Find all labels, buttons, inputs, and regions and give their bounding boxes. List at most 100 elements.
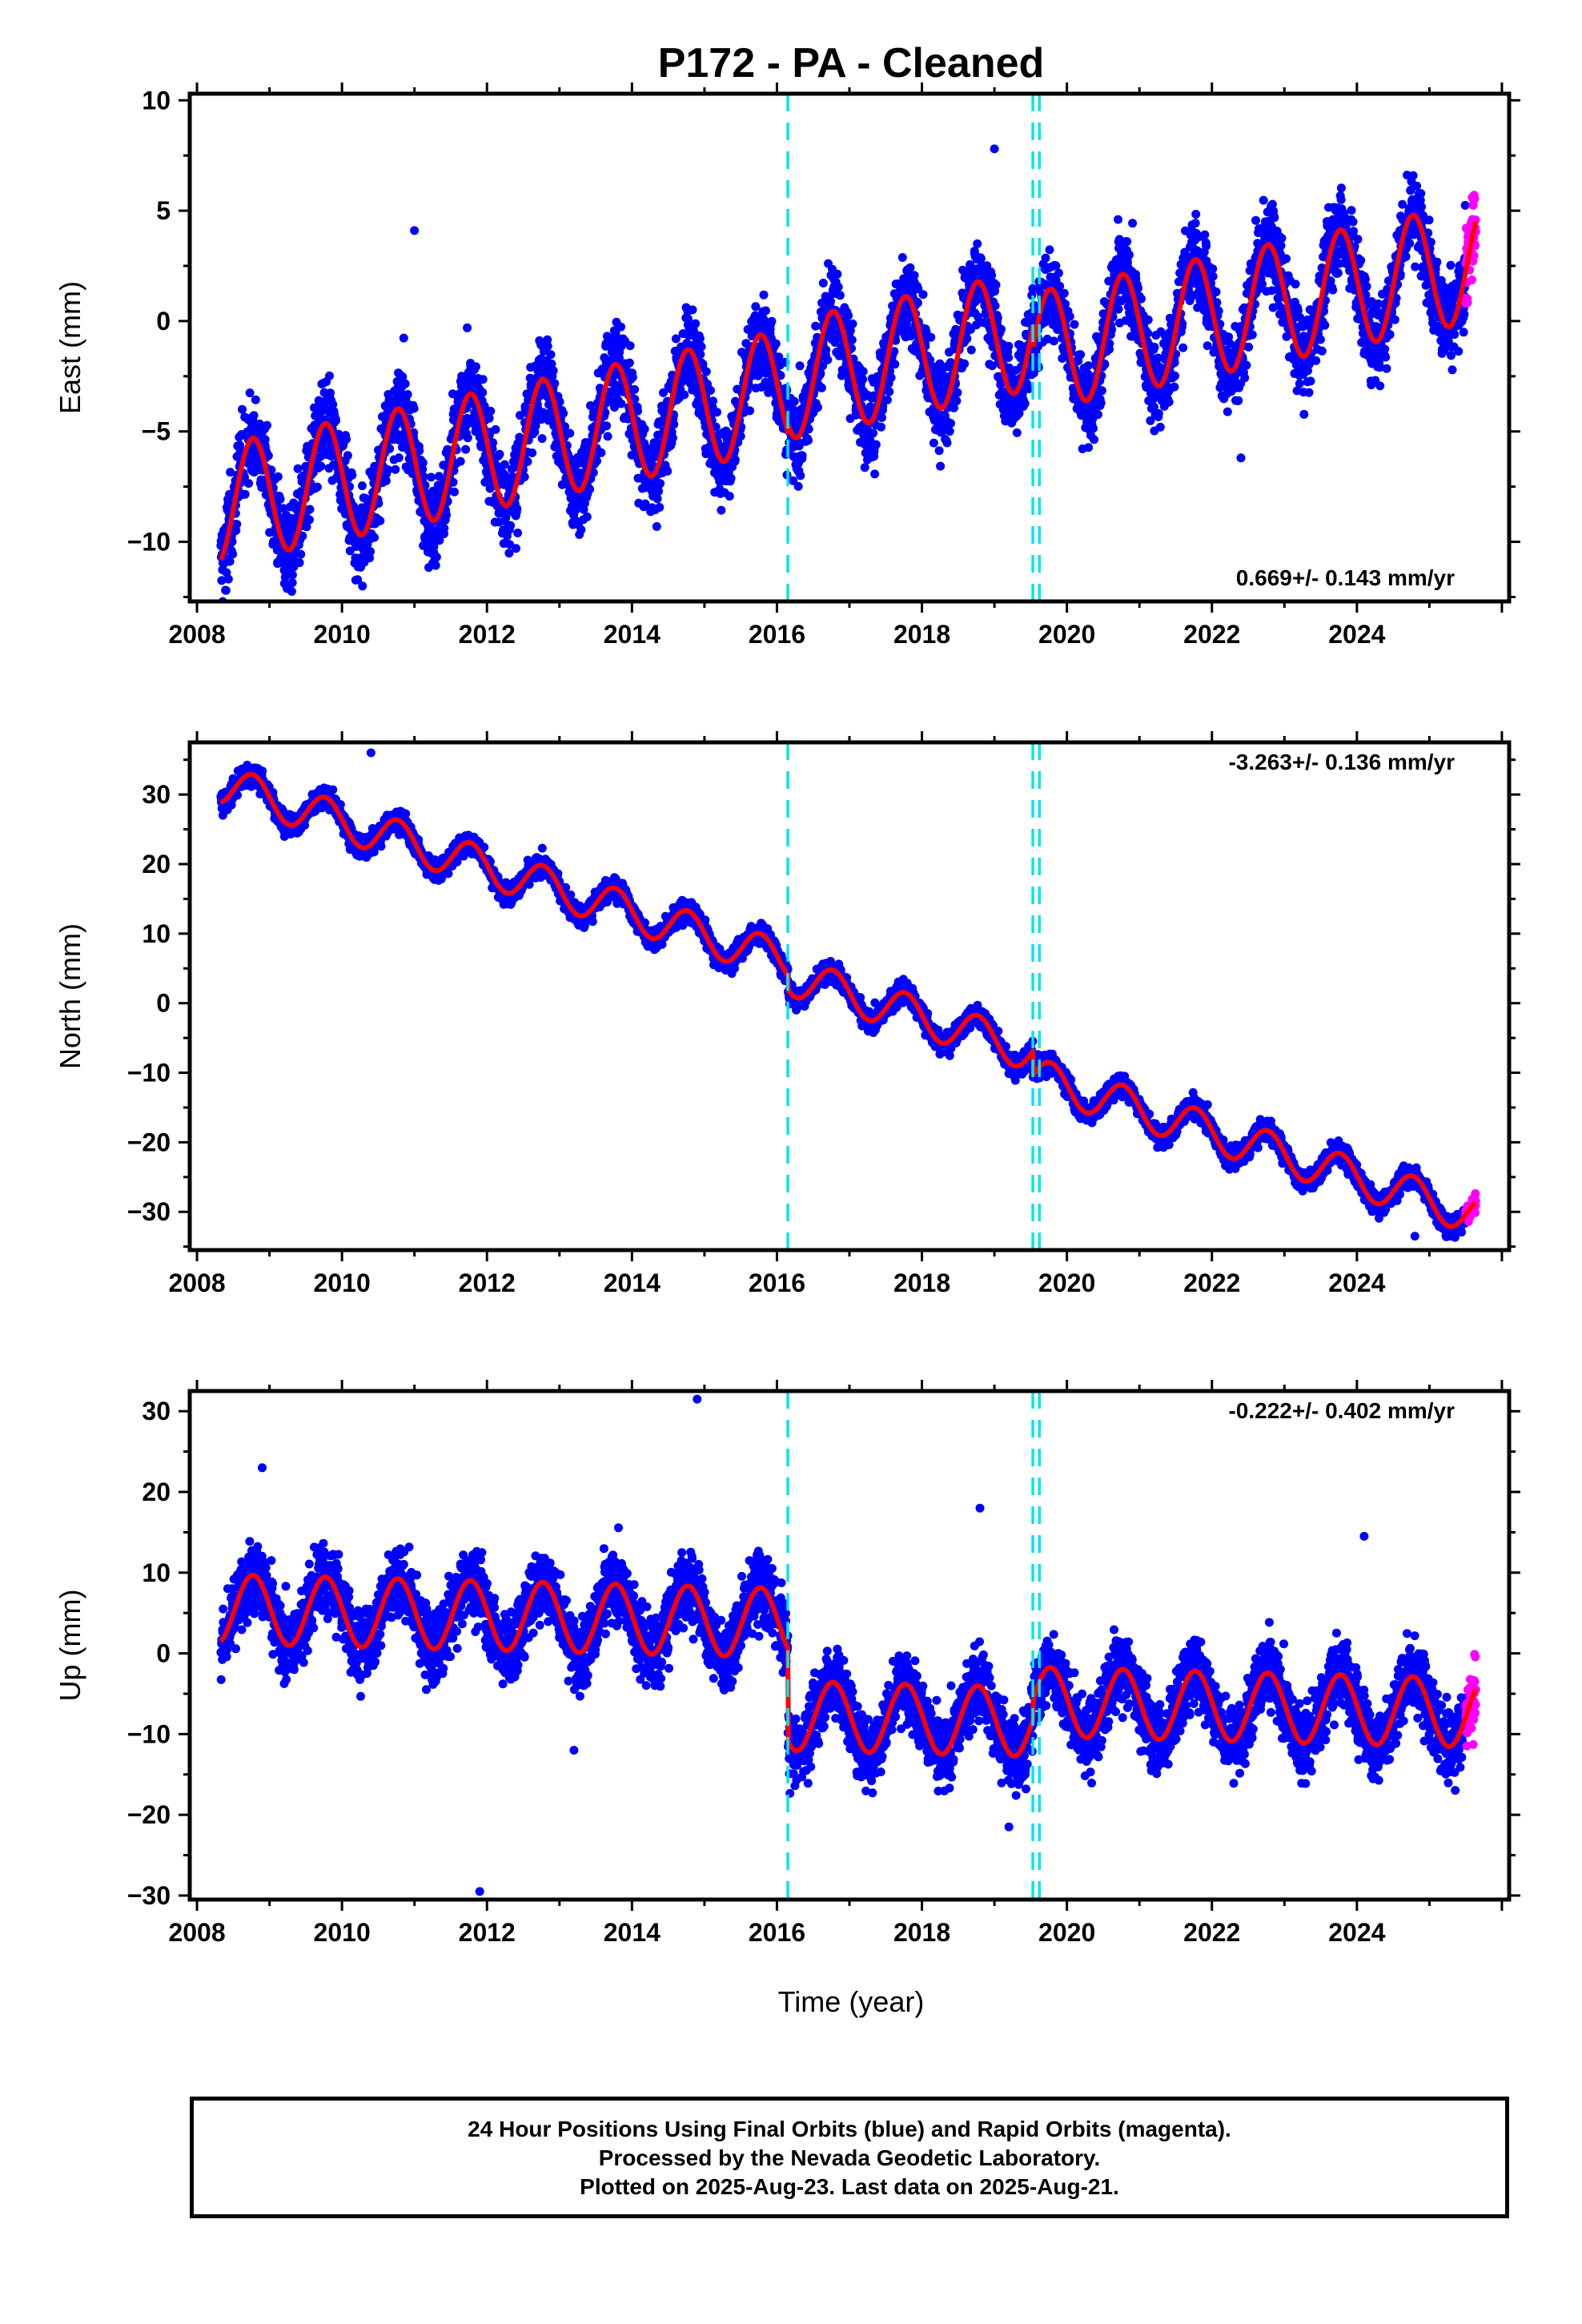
final-orbit-point: [1012, 428, 1022, 437]
final-orbit-point: [293, 464, 303, 473]
final-orbit-point: [696, 350, 705, 359]
final-orbit-point: [1320, 320, 1330, 330]
final-orbit-point: [432, 553, 441, 562]
final-orbit-point: [730, 455, 740, 464]
final-orbit-point: [500, 460, 509, 469]
final-orbit-point: [1336, 183, 1346, 193]
final-orbit-point: [463, 433, 472, 443]
final-orbit-point: [245, 388, 255, 398]
final-orbit-point: [328, 400, 338, 409]
final-orbit-point: [1020, 399, 1030, 408]
final-orbit-point: [684, 314, 693, 324]
final-orbit-point: [759, 290, 769, 300]
final-orbit-point: [818, 361, 828, 371]
final-orbit-point: [776, 371, 785, 380]
final-orbit-point: [263, 420, 271, 430]
final-orbit-point: [698, 360, 708, 368]
final-orbit-point: [456, 456, 465, 466]
final-orbit-point: [555, 397, 564, 407]
final-orbit-point: [585, 485, 595, 494]
final-orbit-point: [550, 379, 560, 388]
final-orbit-point: [1191, 210, 1201, 219]
final-orbit-point: [816, 368, 825, 378]
final-orbit-point: [909, 271, 919, 280]
final-orbit-point: [588, 468, 598, 477]
final-orbit-point: [325, 371, 334, 380]
final-orbit-point: [537, 434, 547, 444]
final-orbit-point: [945, 427, 954, 436]
final-orbit-point: [1251, 215, 1260, 225]
final-orbit-point: [431, 561, 440, 570]
final-orbit-point: [592, 456, 601, 466]
final-orbit-point: [461, 444, 471, 454]
final-orbit-point: [223, 574, 233, 584]
final-orbit-point: [302, 522, 311, 532]
final-orbit-point: [448, 477, 458, 487]
final-orbit-point: [706, 386, 715, 395]
final-orbit-point: [501, 513, 511, 522]
final-orbit-point: [488, 438, 498, 448]
final-orbit-point: [858, 367, 868, 376]
final-orbit-point: [235, 440, 244, 450]
final-orbit-point: [1317, 346, 1327, 356]
final-orbit-point: [1122, 237, 1132, 247]
final-orbit-point: [463, 323, 472, 332]
final-orbit-point: [1223, 407, 1232, 416]
final-orbit-point: [1244, 342, 1254, 352]
final-orbit-point: [897, 253, 907, 262]
final-orbit-point: [652, 522, 661, 531]
final-orbit-point: [478, 375, 488, 384]
final-orbit-point: [751, 302, 761, 312]
final-orbit-point: [305, 505, 315, 514]
final-orbit-point: [357, 481, 367, 491]
final-orbit-point: [794, 441, 804, 451]
final-orbit-point: [918, 290, 928, 300]
final-orbit-point: [1295, 379, 1304, 388]
final-orbit-point: [813, 403, 822, 412]
final-orbit-point: [796, 471, 805, 480]
final-orbit-point: [1143, 315, 1153, 324]
final-orbit-point: [399, 333, 408, 343]
final-orbit-point: [305, 515, 314, 525]
final-orbit-point: [528, 448, 537, 457]
final-orbit-point: [671, 334, 681, 344]
final-orbit-point: [287, 578, 297, 588]
final-orbit-point: [793, 481, 803, 491]
final-orbit-point: [484, 413, 494, 423]
final-orbit-point: [656, 479, 665, 489]
final-orbit-point: [858, 375, 868, 384]
final-orbit-point: [1155, 422, 1165, 432]
final-orbit-point: [226, 468, 235, 477]
final-orbit-point: [418, 464, 428, 474]
final-orbit-point: [717, 505, 726, 515]
final-orbit-point: [391, 464, 400, 474]
final-orbit-point: [1200, 230, 1210, 239]
final-orbit-point: [625, 341, 635, 351]
final-orbit-point: [1234, 396, 1243, 405]
final-orbit-point: [616, 322, 625, 332]
final-orbit-point: [680, 390, 689, 400]
final-orbit-point: [383, 465, 393, 475]
final-orbit-point: [353, 575, 363, 585]
final-orbit-point: [512, 504, 522, 513]
final-orbit-point: [1134, 283, 1142, 293]
data-points: [216, 144, 1480, 601]
final-orbit-point: [435, 536, 444, 545]
final-orbit-point: [877, 422, 885, 432]
final-orbit-point: [228, 549, 238, 559]
final-orbit-point: [1315, 335, 1325, 344]
final-orbit-point: [905, 263, 915, 272]
final-orbit-point: [701, 367, 711, 376]
final-orbit-point: [616, 399, 626, 408]
final-orbit-point: [1208, 264, 1218, 274]
final-orbit-point: [1170, 382, 1179, 392]
final-orbit-point: [217, 576, 227, 585]
final-orbit-point: [789, 396, 799, 406]
final-orbit-point: [870, 469, 880, 479]
final-orbit-point: [366, 547, 375, 557]
final-orbit-point: [811, 321, 821, 331]
final-orbit-point: [726, 473, 736, 483]
final-orbit-point: [1004, 353, 1014, 362]
final-orbit-point: [633, 406, 642, 416]
